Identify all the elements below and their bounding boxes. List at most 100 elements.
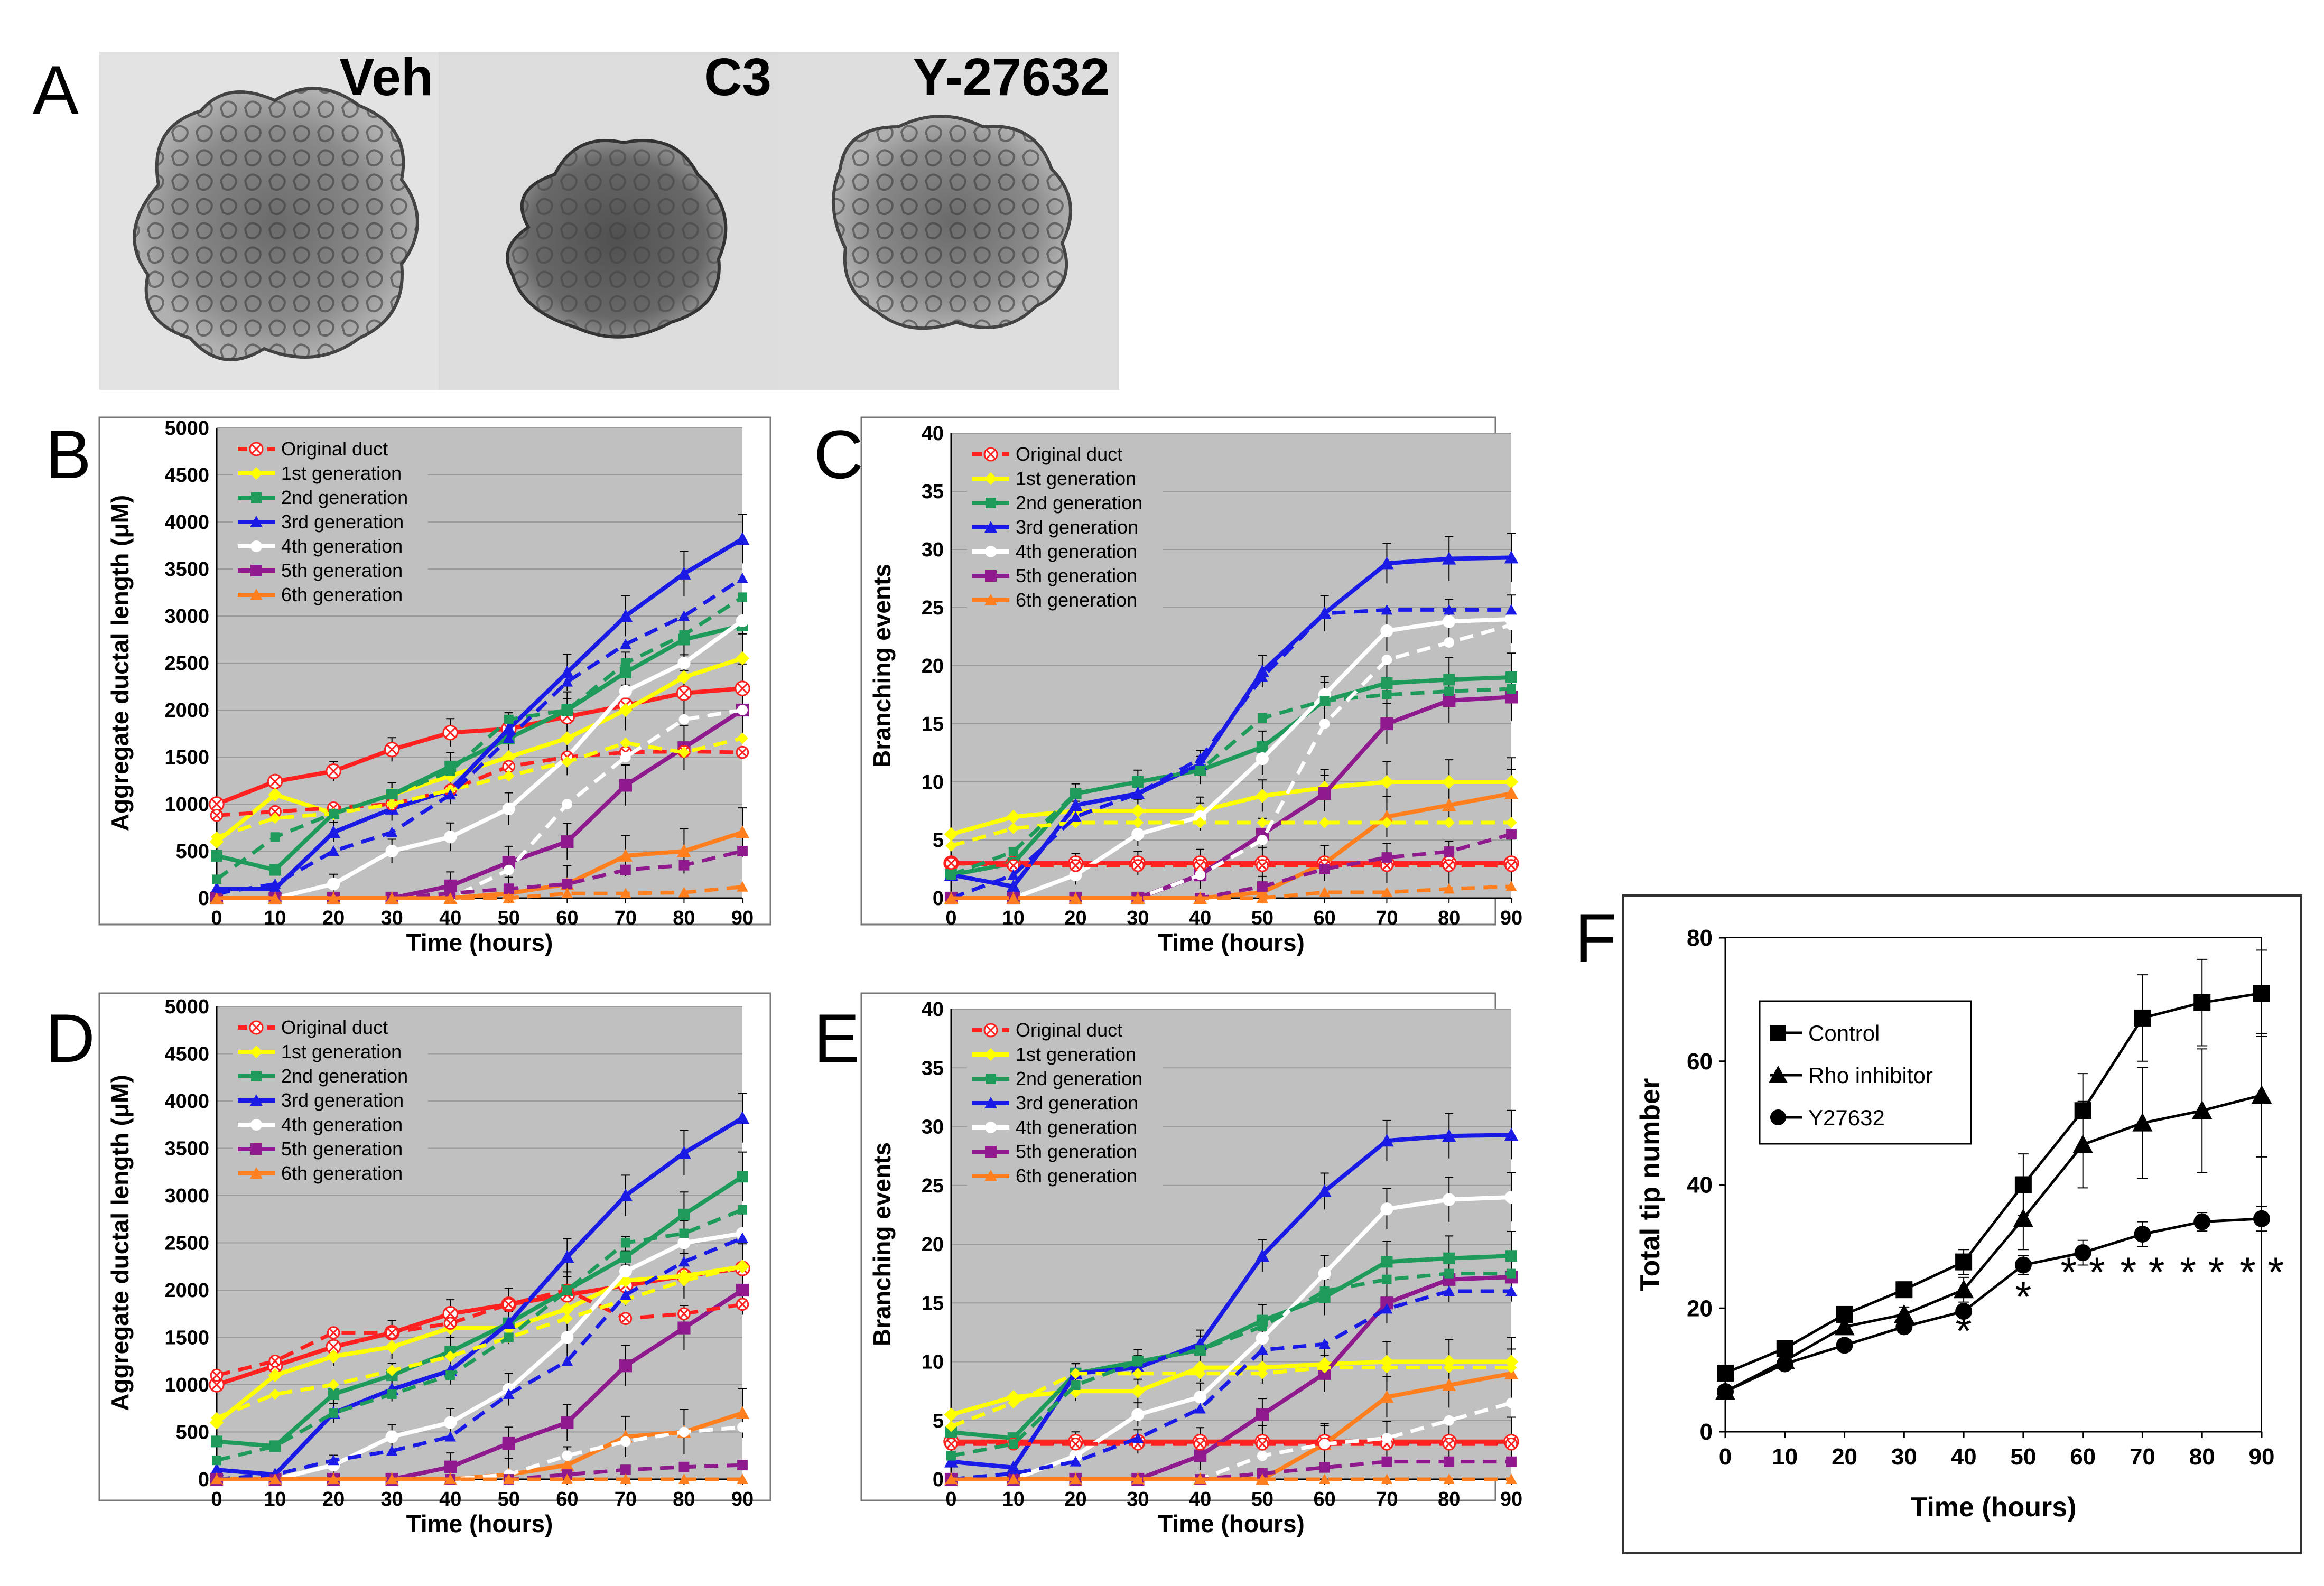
data-point-2nd-generation bbox=[212, 1456, 221, 1466]
y-tick-label: 25 bbox=[922, 597, 944, 619]
data-point-1st-generation bbox=[735, 651, 750, 666]
data-point-5th-generation bbox=[620, 864, 631, 875]
series-line-4th-generation-dashed bbox=[217, 708, 743, 900]
data-point-original-duct-cross bbox=[1382, 861, 1391, 870]
data-point-control bbox=[1717, 1364, 1734, 1382]
data-point-3rd-generation bbox=[561, 1355, 573, 1366]
data-point-2nd-generation bbox=[1381, 1256, 1393, 1268]
x-tick-label: 0 bbox=[211, 907, 222, 929]
x-tick-label: 90 bbox=[731, 907, 754, 929]
data-point-2nd-generation bbox=[1381, 677, 1393, 689]
data-point-3rd-generation bbox=[1381, 604, 1393, 615]
data-point-2nd-generation bbox=[329, 1408, 339, 1418]
data-point-4th-generation bbox=[562, 1450, 573, 1461]
data-point-2nd-generation bbox=[212, 874, 221, 884]
data-point-2nd-generation bbox=[1071, 1380, 1081, 1390]
data-point-6th-generation bbox=[618, 848, 633, 862]
data-point-3rd-generation bbox=[1442, 552, 1456, 565]
data-point-original-duct-cross bbox=[621, 1314, 630, 1323]
x-tick-label: 80 bbox=[2189, 1444, 2215, 1470]
data-point-rho-inhibitor bbox=[1953, 1279, 1974, 1299]
data-point-1st-generation bbox=[501, 750, 516, 764]
data-point-original-duct-cross bbox=[1133, 861, 1142, 870]
data-point-4th-generation bbox=[1504, 1190, 1518, 1204]
data-point-original-duct-cross bbox=[1444, 1439, 1454, 1449]
legend-label-3rd-generation: 3rd generation bbox=[1016, 516, 1138, 538]
data-point-1st-generation bbox=[1007, 823, 1019, 834]
legend-label-original-duct: Original duct bbox=[1016, 443, 1122, 465]
x-axis-label: Time (hours) bbox=[1158, 1510, 1305, 1537]
y-axis-label: Branching events bbox=[868, 564, 896, 768]
y-tick-label: 2000 bbox=[164, 1280, 209, 1302]
legend-marker-5th-generation bbox=[250, 1143, 262, 1155]
data-point-6th-generation bbox=[1381, 887, 1393, 897]
data-point-y27632 bbox=[1717, 1383, 1734, 1401]
data-point-2nd-generation bbox=[1505, 1250, 1517, 1262]
data-point-2nd-generation bbox=[620, 658, 630, 668]
data-point-y27632 bbox=[1776, 1355, 1793, 1373]
data-point-4th-generation bbox=[620, 752, 631, 762]
data-point-4th-generation bbox=[1319, 1439, 1330, 1450]
data-point-3rd-generation bbox=[1443, 604, 1455, 615]
x-tick-label: 50 bbox=[2010, 1444, 2036, 1470]
data-point-4th-generation bbox=[1318, 1267, 1331, 1280]
legend-label-control: Control bbox=[1808, 1021, 1880, 1046]
data-point-1st-generation bbox=[211, 831, 222, 843]
tissue-c3 bbox=[506, 139, 728, 339]
y-tick-label: 1500 bbox=[164, 1327, 209, 1349]
panel-letter-b: B bbox=[45, 416, 91, 493]
legend-marker-1st-generation bbox=[984, 1048, 997, 1061]
data-point-4th-generation bbox=[677, 1236, 691, 1249]
data-point-2nd-generation bbox=[1444, 686, 1454, 696]
y-tick-label: 0 bbox=[933, 888, 944, 910]
data-point-original-duct-cross bbox=[946, 859, 956, 868]
x-tick-label: 80 bbox=[1438, 907, 1460, 929]
data-point-1st-generation bbox=[268, 1368, 282, 1383]
data-point-2nd-generation bbox=[619, 1251, 631, 1263]
legend-label-4th-generation: 4th generation bbox=[281, 1114, 403, 1135]
data-point-6th-generation bbox=[945, 1473, 957, 1484]
data-point-control bbox=[2253, 985, 2270, 1002]
data-point-2nd-generation bbox=[1256, 741, 1268, 753]
data-point-3rd-generation bbox=[560, 665, 574, 678]
y-tick-label: 80 bbox=[1687, 925, 1713, 951]
data-point-y27632 bbox=[1836, 1337, 1853, 1354]
data-point-1st-generation bbox=[386, 1365, 398, 1376]
data-point-original-duct-cross bbox=[678, 688, 690, 698]
data-point-3rd-generation bbox=[503, 1388, 515, 1399]
data-point-1st-generation bbox=[1007, 1397, 1019, 1409]
data-point-6th-generation bbox=[1380, 1390, 1394, 1403]
micrograph-label-veh: Veh bbox=[339, 48, 433, 107]
data-point-control bbox=[1895, 1281, 1913, 1299]
data-point-4th-generation bbox=[1319, 719, 1330, 729]
legend-label-5th-generation: 5th generation bbox=[281, 1138, 403, 1160]
data-point-2nd-generation bbox=[504, 714, 514, 724]
data-point-2nd-generation bbox=[1443, 674, 1455, 686]
data-point-4th-generation bbox=[561, 1331, 574, 1344]
legend-marker-1st-generation bbox=[250, 467, 263, 480]
data-point-5th-generation bbox=[1257, 1468, 1268, 1479]
legend-marker-4th-generation bbox=[250, 1119, 262, 1131]
data-point-6th-generation bbox=[211, 892, 222, 903]
data-point-original-duct-cross bbox=[1195, 861, 1205, 870]
data-point-2nd-generation bbox=[1257, 713, 1267, 723]
legend-marker-3rd-generation bbox=[250, 1094, 263, 1106]
series-line-6th-generation-dashed bbox=[951, 884, 1512, 900]
data-point-3rd-generation bbox=[1131, 1360, 1145, 1374]
data-point-rho-inhibitor bbox=[2251, 1085, 2272, 1104]
data-point-5th-generation bbox=[737, 846, 748, 856]
data-point-original-duct-cross bbox=[1071, 861, 1080, 870]
data-point-2nd-generation bbox=[1382, 1274, 1392, 1284]
data-point-3rd-generation bbox=[326, 825, 341, 838]
data-point-3rd-generation bbox=[737, 1232, 748, 1243]
data-point-2nd-generation bbox=[1008, 847, 1018, 856]
data-point-6th-generation bbox=[677, 844, 691, 857]
data-point-2nd-generation bbox=[737, 1171, 748, 1183]
data-point-y27632 bbox=[1895, 1318, 1913, 1336]
data-point-1st-generation bbox=[1257, 817, 1268, 828]
data-point-1st-generation bbox=[269, 812, 281, 824]
data-point-2nd-generation bbox=[445, 766, 455, 776]
data-point-2nd-generation bbox=[211, 1435, 222, 1448]
data-point-5th-generation bbox=[1443, 694, 1456, 707]
x-tick-label: 90 bbox=[731, 1488, 754, 1510]
